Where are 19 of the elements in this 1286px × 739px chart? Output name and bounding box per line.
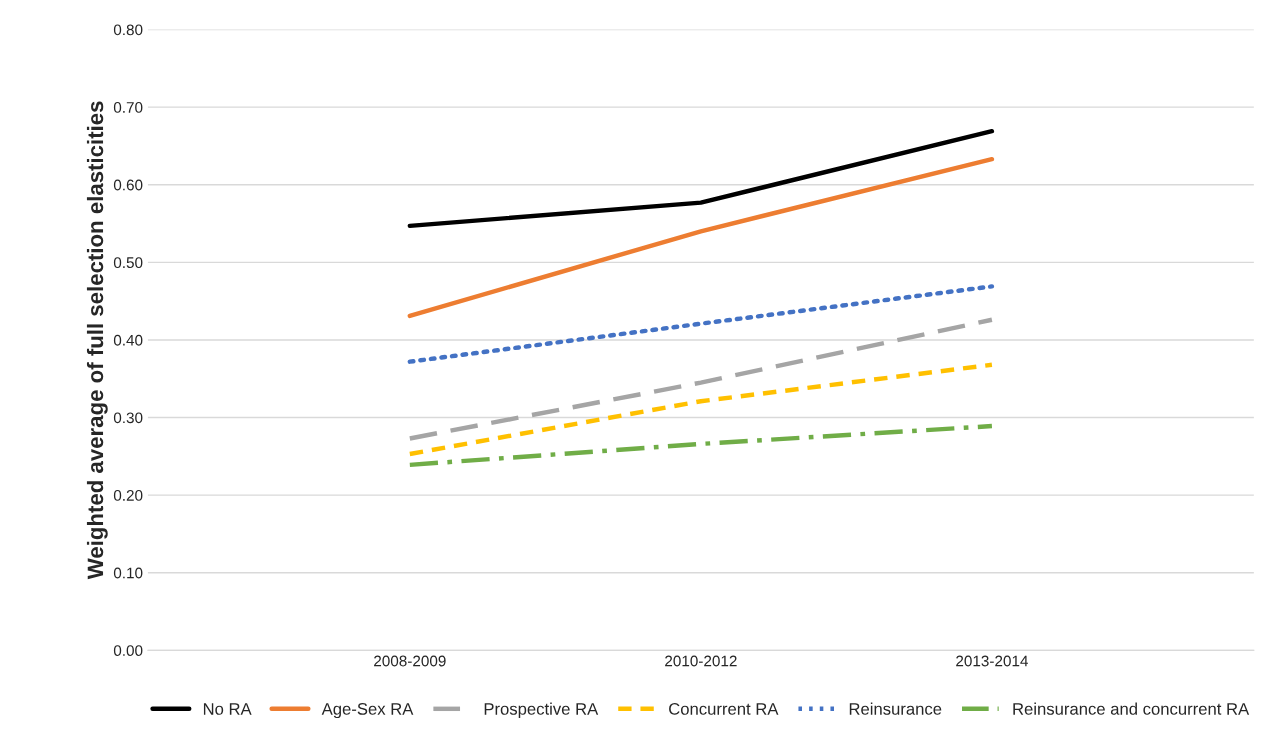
y-tick-label: 0.30 <box>113 412 143 424</box>
legend-label: Reinsurance and concurrent RA <box>1013 702 1250 715</box>
legend-label: Prospective RA <box>484 702 599 719</box>
y-tick-label: 0.80 <box>113 24 143 36</box>
y-tick-label: 0.20 <box>113 490 143 501</box>
y-tick-label: 0.50 <box>113 257 143 269</box>
y-tick-label: 0.10 <box>113 567 143 579</box>
y-tick-label: 0.60 <box>113 179 143 191</box>
y-tick-label: 0.00 <box>113 645 143 657</box>
x-tick-label: 2010-2012 <box>665 655 737 667</box>
legend-label: No RA <box>203 703 252 715</box>
x-tick-label: 2008-2009 <box>374 655 446 667</box>
legend-label: Age-Sex RA <box>321 703 414 719</box>
legend-label: Reinsurance <box>849 702 942 715</box>
x-tick-label: 2013-2014 <box>956 655 1028 667</box>
y-axis-title: Weighted average of full selection elasticities <box>86 101 108 580</box>
y-tick-label: 0.70 <box>113 102 143 113</box>
legend-label: Concurrent RA <box>669 703 779 715</box>
y-tick-label: 0.40 <box>113 334 143 346</box>
